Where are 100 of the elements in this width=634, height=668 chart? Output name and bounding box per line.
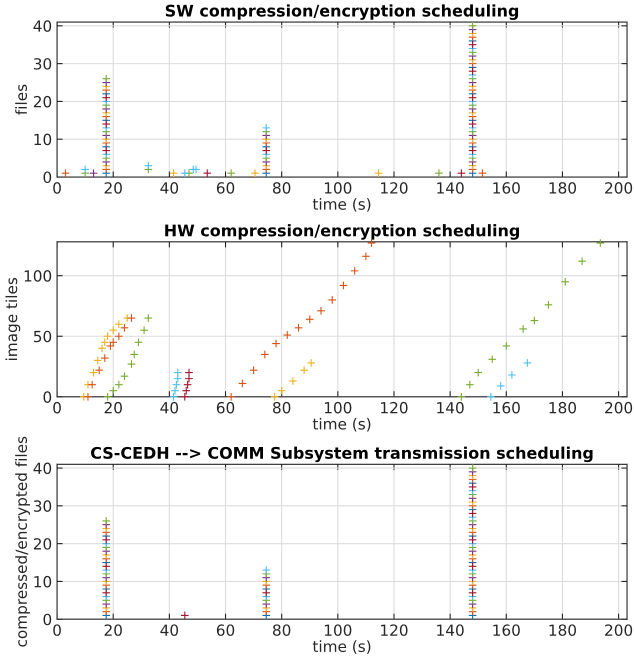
y-tick-label: 50	[34, 330, 52, 342]
x-tick-label: 20	[104, 624, 122, 636]
point	[468, 562, 477, 571]
x-tick-label: 180	[550, 182, 576, 194]
point	[468, 464, 477, 472]
y-tick-label: 0	[43, 171, 52, 184]
point	[120, 323, 129, 332]
x-tick-label: 160	[493, 624, 520, 636]
x-tick-label: 60	[216, 402, 234, 414]
point	[102, 536, 111, 544]
point	[102, 120, 111, 128]
point	[120, 372, 129, 381]
chart-title: SW compression/encryption scheduling	[166, 4, 518, 20]
y-axis-title: image tiles	[5, 278, 20, 360]
y-tick-label: 100	[24, 270, 52, 282]
point	[170, 386, 180, 396]
point	[294, 323, 303, 332]
point	[305, 314, 314, 324]
point	[465, 380, 474, 390]
point	[184, 368, 194, 377]
point	[457, 168, 466, 178]
x-axis-title: time (s)	[312, 640, 370, 654]
point	[100, 354, 110, 362]
x-tick-label: 200	[605, 182, 632, 194]
x-axis-title: time (s)	[312, 418, 370, 432]
x-tick-label: 160	[493, 402, 520, 414]
point	[316, 306, 326, 316]
point	[518, 324, 528, 334]
x-tick-label: 40	[160, 402, 178, 414]
point	[102, 562, 111, 571]
x-tick-label: 120	[381, 624, 408, 636]
y-tick-label: 30	[34, 500, 52, 512]
point	[496, 382, 506, 390]
x-tick-label: 40	[160, 624, 178, 636]
point	[102, 93, 111, 102]
point	[180, 392, 190, 402]
y-tick-label: 20	[34, 538, 52, 550]
y-tick-label: 40	[34, 462, 52, 474]
point	[180, 611, 190, 620]
x-tick-label: 200	[605, 402, 632, 414]
y-tick-label: 40	[34, 20, 52, 32]
x-tick-label: 180	[550, 624, 576, 636]
point	[102, 588, 111, 598]
point	[468, 536, 477, 544]
point	[560, 277, 570, 286]
y-tick-label: 30	[34, 58, 52, 70]
chart-title: HW compression/encryption scheduling	[165, 224, 519, 240]
x-tick-label: 40	[160, 182, 178, 194]
y-axis-title: compressed/encrypted files	[15, 436, 30, 647]
point	[468, 93, 477, 102]
point	[80, 165, 90, 174]
point	[328, 296, 337, 304]
point	[262, 566, 271, 574]
x-tick-label: 100	[324, 182, 352, 194]
x-tick-label: 100	[324, 624, 352, 636]
point	[140, 326, 148, 335]
point	[468, 66, 477, 76]
point	[93, 356, 102, 365]
x-tick-label: 100	[324, 402, 352, 414]
y-tick-label: 0	[43, 614, 52, 626]
x-tick-label: 20	[104, 182, 122, 194]
x-tick-label: 80	[272, 402, 290, 414]
x-tick-label: 0	[53, 624, 61, 636]
point	[102, 74, 111, 84]
point	[262, 124, 271, 132]
x-tick-label: 140	[437, 624, 464, 636]
x-tick-label: 0	[53, 402, 61, 414]
point	[530, 316, 539, 325]
point	[468, 509, 477, 518]
point	[102, 516, 111, 526]
point	[89, 168, 98, 178]
point	[468, 588, 477, 598]
point	[94, 366, 104, 375]
point	[468, 482, 477, 492]
point	[61, 168, 70, 178]
x-tick-label: 180	[550, 402, 576, 414]
point	[486, 392, 496, 402]
point	[478, 168, 487, 178]
point	[260, 350, 270, 359]
point	[474, 368, 483, 377]
point	[184, 374, 194, 383]
x-tick-label: 20	[104, 402, 122, 414]
x-tick-label: 120	[381, 402, 408, 414]
point	[270, 392, 280, 402]
point	[434, 168, 444, 178]
x-tick-label: 120	[381, 182, 408, 194]
point	[468, 146, 477, 155]
point	[192, 165, 200, 174]
point	[144, 314, 153, 322]
y-tick-label: 10	[34, 576, 52, 588]
point	[127, 360, 136, 368]
point	[182, 386, 191, 396]
x-tick-label: 80	[272, 182, 290, 194]
point	[183, 380, 192, 390]
point	[106, 342, 115, 350]
point	[277, 386, 286, 396]
point	[374, 168, 383, 178]
chart-title: CS-CEDH --> COMM Subsystem transmission scheduling	[91, 446, 593, 462]
x-tick-label: 0	[53, 182, 61, 194]
point	[288, 376, 298, 386]
